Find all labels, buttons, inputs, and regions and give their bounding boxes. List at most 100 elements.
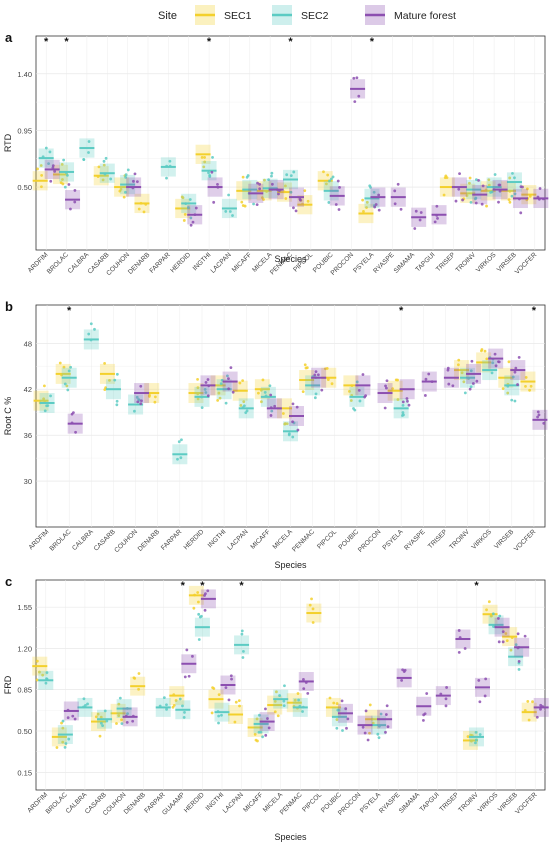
data-point bbox=[528, 388, 532, 392]
x-axis-title: Species bbox=[274, 560, 307, 570]
data-point bbox=[283, 422, 287, 425]
data-point bbox=[507, 198, 511, 202]
y-axis-title: Root C % bbox=[3, 397, 13, 436]
x-tick-label: PROCON bbox=[330, 251, 356, 277]
data-point bbox=[368, 703, 372, 707]
data-point bbox=[69, 365, 73, 369]
data-point bbox=[489, 191, 493, 194]
data-point bbox=[325, 182, 328, 186]
data-point bbox=[61, 726, 65, 730]
x-tick-label: PIPCOL bbox=[316, 528, 338, 550]
data-point bbox=[401, 414, 404, 417]
data-point bbox=[291, 402, 295, 406]
data-point bbox=[204, 381, 208, 384]
x-tick-label: RYASPE bbox=[403, 528, 427, 552]
gridlines bbox=[36, 305, 545, 527]
data-point bbox=[487, 600, 491, 604]
data-point bbox=[365, 200, 369, 204]
significance-star: * bbox=[64, 36, 69, 48]
data-point bbox=[526, 700, 530, 703]
data-point bbox=[313, 373, 317, 377]
data-point bbox=[538, 187, 542, 190]
data-point bbox=[492, 185, 496, 189]
data-point bbox=[516, 632, 520, 636]
data-point bbox=[217, 714, 221, 718]
x-tick-label: PSYELA bbox=[381, 528, 405, 552]
data-point bbox=[513, 176, 516, 180]
data-point bbox=[66, 173, 69, 177]
data-point bbox=[203, 156, 206, 159]
data-point bbox=[196, 591, 200, 594]
data-point bbox=[233, 720, 237, 724]
data-point bbox=[254, 738, 258, 742]
data-point bbox=[269, 414, 273, 417]
x-tick-label: VOCFER bbox=[514, 251, 539, 276]
data-point bbox=[348, 389, 351, 393]
data-point bbox=[230, 677, 233, 681]
data-point bbox=[61, 178, 64, 181]
data-point bbox=[264, 733, 268, 737]
data-point bbox=[125, 706, 129, 710]
data-point bbox=[524, 384, 527, 388]
data-point bbox=[376, 732, 380, 736]
data-point bbox=[180, 438, 183, 442]
data-point bbox=[264, 394, 268, 398]
data-point bbox=[295, 405, 299, 409]
data-point bbox=[144, 203, 148, 206]
data-point bbox=[529, 384, 533, 388]
data-point bbox=[98, 734, 102, 738]
data-point bbox=[269, 393, 273, 397]
data-point bbox=[67, 369, 71, 373]
series-sec2 bbox=[39, 322, 520, 465]
data-point bbox=[357, 388, 361, 392]
data-point bbox=[282, 699, 286, 703]
significance-star: * bbox=[399, 305, 404, 317]
data-point bbox=[386, 725, 390, 729]
data-point bbox=[55, 746, 59, 749]
data-point bbox=[229, 366, 233, 369]
data-point bbox=[433, 220, 437, 224]
data-point bbox=[218, 396, 222, 400]
data-point bbox=[132, 179, 135, 183]
data-point bbox=[200, 614, 203, 618]
data-point bbox=[325, 366, 329, 370]
x-tick-label: MICAFF bbox=[249, 528, 271, 550]
data-point bbox=[217, 693, 221, 696]
data-point bbox=[510, 194, 514, 198]
data-point bbox=[451, 384, 455, 388]
y-tick-label: 0.85 bbox=[17, 686, 32, 695]
data-point bbox=[66, 388, 70, 392]
y-tick-label: 0.95 bbox=[17, 126, 32, 135]
data-point bbox=[252, 202, 255, 206]
data-point bbox=[137, 672, 141, 675]
data-point bbox=[304, 366, 308, 370]
series-sec2 bbox=[38, 138, 522, 220]
data-point bbox=[216, 398, 220, 402]
data-point bbox=[71, 714, 75, 718]
data-point bbox=[528, 194, 532, 198]
data-point bbox=[394, 378, 398, 382]
data-point bbox=[41, 155, 45, 159]
x-tick-label: VIRKOS bbox=[471, 528, 494, 551]
data-point bbox=[447, 382, 451, 386]
data-point bbox=[216, 182, 219, 186]
significance-star: * bbox=[288, 36, 293, 48]
data-point bbox=[73, 189, 77, 192]
data-point bbox=[168, 159, 172, 163]
data-point bbox=[383, 406, 387, 410]
significance-star: * bbox=[67, 305, 72, 317]
data-point bbox=[391, 387, 395, 390]
data-point bbox=[43, 384, 46, 388]
data-point bbox=[463, 391, 467, 395]
data-point bbox=[51, 166, 55, 170]
data-point bbox=[400, 678, 404, 682]
data-point bbox=[517, 668, 521, 671]
data-point bbox=[393, 189, 397, 193]
data-point bbox=[477, 679, 481, 682]
data-point bbox=[125, 720, 129, 724]
data-point bbox=[508, 200, 512, 204]
data-point bbox=[140, 399, 143, 403]
data-point bbox=[439, 692, 443, 696]
y-tick-label: 42 bbox=[24, 385, 32, 394]
